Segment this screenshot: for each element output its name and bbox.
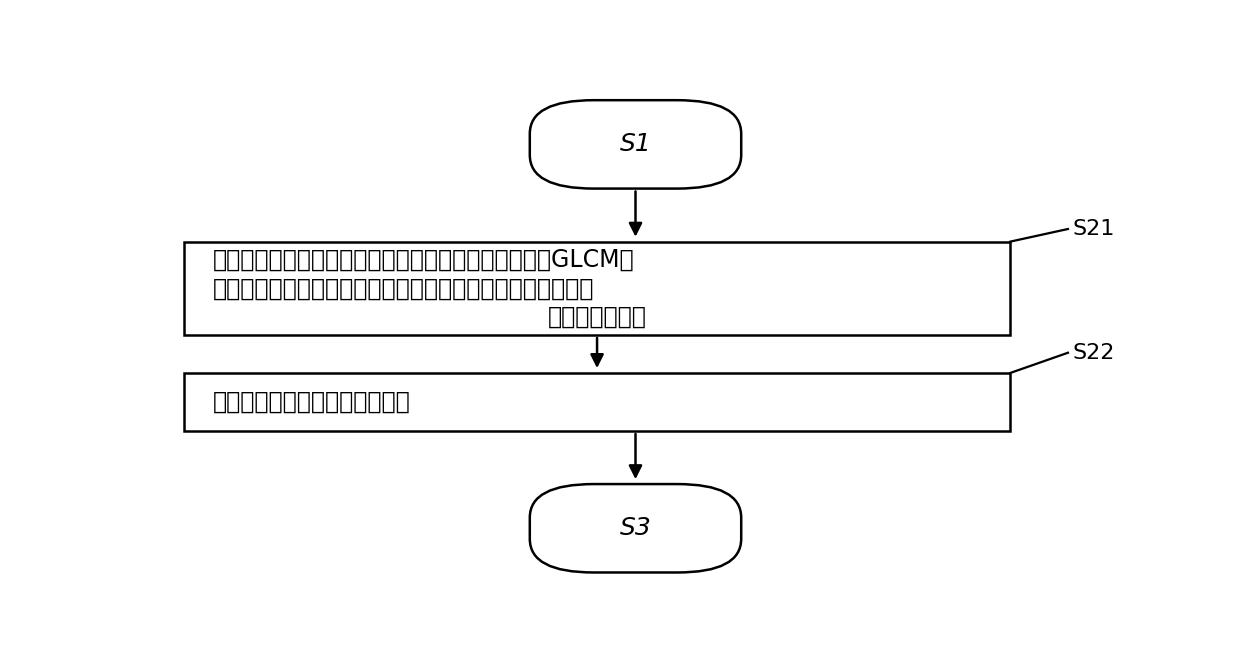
Bar — [184, 241, 1011, 335]
Text: S21: S21 — [1073, 219, 1115, 239]
Text: 计在一定距离的两个像素点之间灰度相关系数，表示灰度重复: 计在一定距离的两个像素点之间灰度相关系数，表示灰度重复 — [213, 276, 594, 300]
Text: 基于灰度共生矩阵计算纹理特征信息量，灰度共生矩阵GLCM统: 基于灰度共生矩阵计算纹理特征信息量，灰度共生矩阵GLCM统 — [213, 247, 635, 272]
Text: 出现的概率分布: 出现的概率分布 — [548, 305, 646, 329]
Text: S3: S3 — [620, 516, 651, 541]
Text: 计算影像数据的归一化植被指数: 计算影像数据的归一化植被指数 — [213, 390, 410, 414]
FancyBboxPatch shape — [529, 484, 742, 573]
FancyBboxPatch shape — [529, 100, 742, 188]
Text: S1: S1 — [620, 133, 651, 156]
Text: S22: S22 — [1073, 342, 1115, 363]
Bar — [184, 373, 1011, 431]
